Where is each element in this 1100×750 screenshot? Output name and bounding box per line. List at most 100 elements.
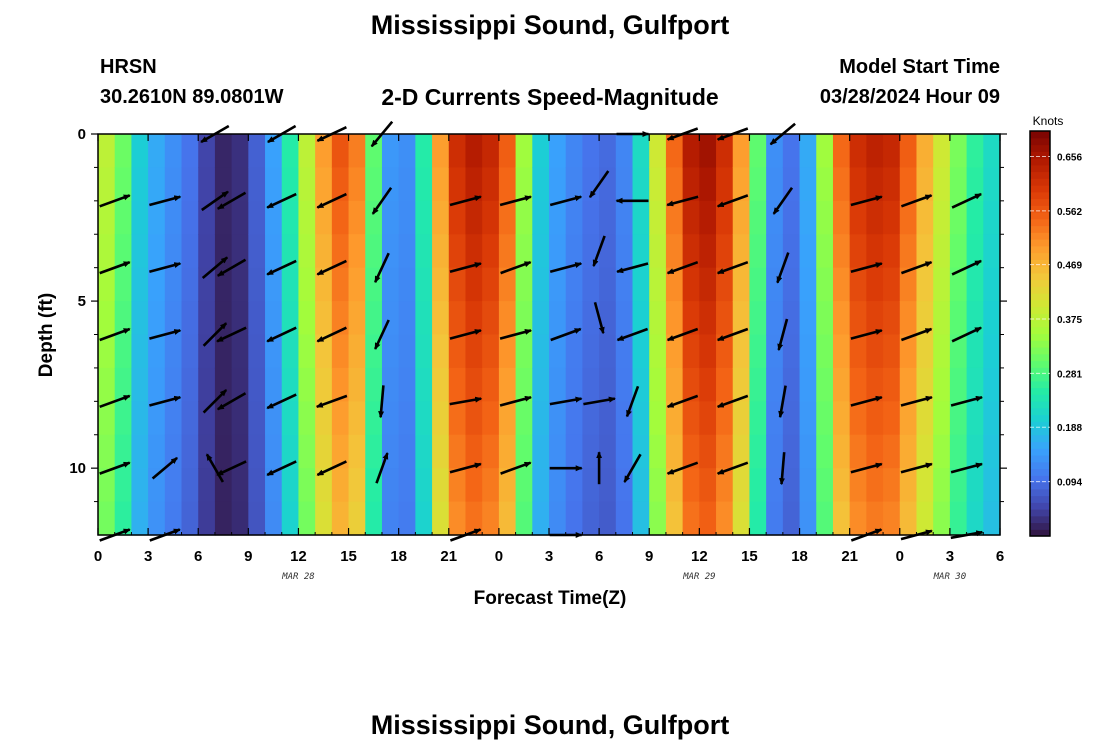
heatmap-cell: [298, 134, 316, 169]
heatmap-cell: [615, 267, 634, 302]
heatmap-cell: [799, 367, 817, 402]
current-arrow: [216, 392, 247, 411]
heatmap-cell: [899, 267, 918, 302]
heatmap-cell: [482, 200, 500, 235]
current-arrow: [99, 327, 131, 342]
heatmap-cell: [214, 501, 233, 536]
heatmap-cell: [432, 134, 450, 169]
heatmap-cell: [198, 267, 216, 302]
current-arrow: [149, 395, 182, 407]
heatmap-cell: [866, 468, 884, 503]
heatmap-cell: [682, 234, 700, 269]
heatmap-cell: [849, 301, 867, 336]
heatmap-cell: [181, 234, 199, 269]
heatmap-cell: [432, 234, 450, 269]
heatmap-cell: [782, 434, 801, 469]
heatmap-cell: [348, 468, 366, 503]
heatmap-cell: [98, 434, 116, 469]
colorbar-segment: [1030, 482, 1050, 490]
current-arrow: [99, 394, 131, 409]
current-arrow: [500, 260, 532, 275]
colorbar-segment: [1030, 414, 1050, 422]
heatmap-cell: [114, 334, 133, 369]
heatmap-cell: [131, 334, 149, 369]
heatmap-cell: [883, 167, 901, 202]
colorbar-segment: [1030, 421, 1050, 429]
heatmap-cell: [114, 434, 133, 469]
heatmap-cell: [782, 367, 801, 402]
heatmap-cell: [615, 234, 634, 269]
current-arrow: [216, 460, 247, 477]
heatmap-cell: [699, 267, 717, 302]
model-start-label: Model Start Time: [839, 56, 1000, 78]
colorbar-segment: [1030, 320, 1050, 328]
heatmap-cell: [181, 134, 199, 169]
heatmap-cell: [682, 167, 700, 202]
colorbar-segment: [1030, 144, 1050, 152]
heatmap-cell: [248, 367, 266, 402]
heatmap-cell: [348, 167, 366, 202]
current-arrow: [499, 195, 532, 207]
heatmap-cell: [365, 501, 383, 536]
x-tick-label: 6: [996, 548, 1004, 565]
heatmap-cell: [832, 501, 851, 536]
heatmap-cell: [599, 434, 617, 469]
heatmap-cell: [465, 301, 483, 336]
heatmap-cell: [298, 501, 316, 536]
heatmap-cell: [498, 367, 517, 402]
heatmap-cell: [448, 367, 467, 402]
heatmap-cell: [432, 267, 450, 302]
heatmap-cell: [465, 501, 483, 536]
heatmap-cell: [782, 267, 801, 302]
heatmap-cell: [549, 234, 567, 269]
colorbar-segment: [1030, 347, 1050, 355]
current-arrow: [316, 460, 347, 477]
heatmap-cell: [532, 134, 550, 169]
heatmap-cell: [649, 200, 667, 235]
heatmap-cell: [248, 501, 266, 536]
heatmap-cell: [164, 401, 183, 436]
current-arrow: [371, 186, 393, 215]
heatmap-cell: [966, 167, 984, 202]
colorbar-segment: [1030, 367, 1050, 375]
current-arrow: [202, 389, 228, 414]
heatmap-cell: [766, 501, 784, 536]
heatmap-cell: [966, 501, 984, 536]
heatmap-cell: [465, 434, 483, 469]
heatmap-cell: [716, 401, 734, 436]
heatmap-cell: [331, 334, 350, 369]
y-tick-label: 10: [69, 460, 86, 477]
heatmap-cell: [615, 334, 634, 369]
heatmap-cell: [98, 134, 116, 169]
heatmap-cell: [148, 200, 166, 235]
heatmap-cell: [131, 401, 149, 436]
current-arrow: [951, 192, 983, 209]
heatmap-cell: [716, 501, 734, 536]
heatmap-cell: [415, 200, 433, 235]
heatmap-cell: [298, 167, 316, 202]
heatmap-cell: [515, 301, 533, 336]
heatmap-cell: [298, 401, 316, 436]
heatmap-cell: [532, 367, 550, 402]
heatmap-cell: [331, 367, 350, 402]
current-arrow: [205, 453, 225, 483]
heatmap-cell: [716, 167, 734, 202]
heatmap-cell: [599, 367, 617, 402]
heatmap-cell: [281, 468, 300, 503]
heatmap-cell: [916, 200, 934, 235]
heatmap-cell: [565, 134, 584, 169]
heatmap-cell: [348, 301, 366, 336]
heatmap-cell: [415, 234, 433, 269]
heatmap-cell: [248, 234, 266, 269]
heatmap-cell: [782, 334, 801, 369]
heatmap-cell: [883, 234, 901, 269]
current-arrow: [449, 396, 483, 406]
colorbar-segment: [1030, 191, 1050, 200]
colorbar-segment: [1030, 279, 1050, 287]
heatmap-cell: [582, 401, 600, 436]
heatmap-cell: [198, 334, 216, 369]
heatmap-cell: [832, 367, 851, 402]
heatmap-cell: [749, 401, 767, 436]
heatmap-cell: [98, 301, 116, 336]
x-tick-label: 6: [595, 548, 603, 565]
